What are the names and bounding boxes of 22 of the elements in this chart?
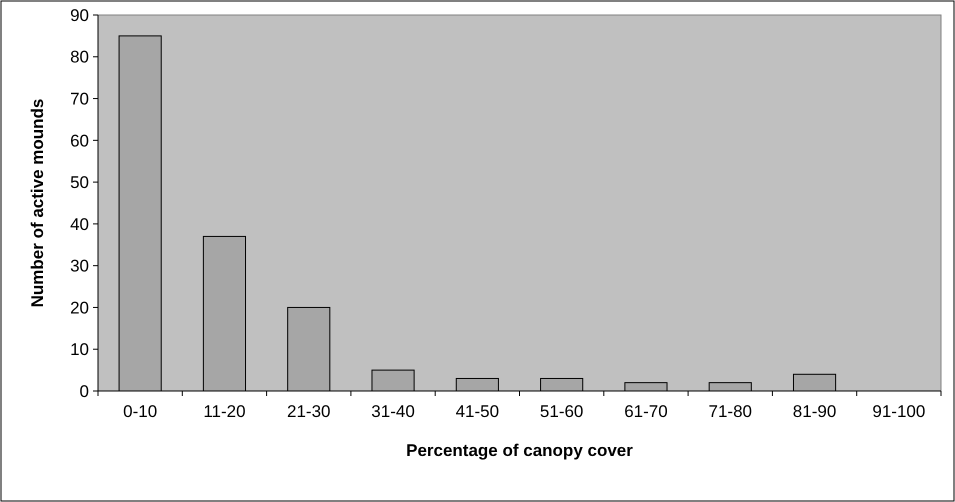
y-tick-label: 80 [70, 48, 89, 67]
x-axis-title: Percentage of canopy cover [406, 441, 634, 460]
x-tick-label: 61-70 [624, 402, 668, 421]
y-tick-label: 40 [70, 214, 89, 234]
y-tick-label: 10 [70, 340, 89, 360]
x-tick-label: 0-10 [123, 402, 158, 421]
x-tick-label: 71-80 [708, 402, 752, 421]
y-tick-label: 0 [80, 382, 89, 401]
x-tick-label: 41-50 [456, 402, 500, 421]
x-tick-label: 11-20 [203, 402, 246, 421]
y-tick-label: 70 [70, 90, 89, 109]
y-axis-title: Number of active mounds [28, 98, 47, 308]
y-tick-label: 20 [70, 298, 89, 318]
x-tick-label: 51-60 [540, 402, 584, 421]
y-tick-label: 60 [70, 131, 89, 150]
y-tick-label: 30 [70, 256, 89, 276]
y-tick-label: 90 [70, 6, 89, 25]
x-tick-label: 31-40 [371, 402, 415, 421]
x-tick-label: 81-90 [792, 402, 836, 421]
x-tick-label: 91-100 [872, 402, 926, 421]
x-tick-label: 21-30 [287, 402, 330, 421]
y-tick-label: 50 [70, 173, 89, 192]
